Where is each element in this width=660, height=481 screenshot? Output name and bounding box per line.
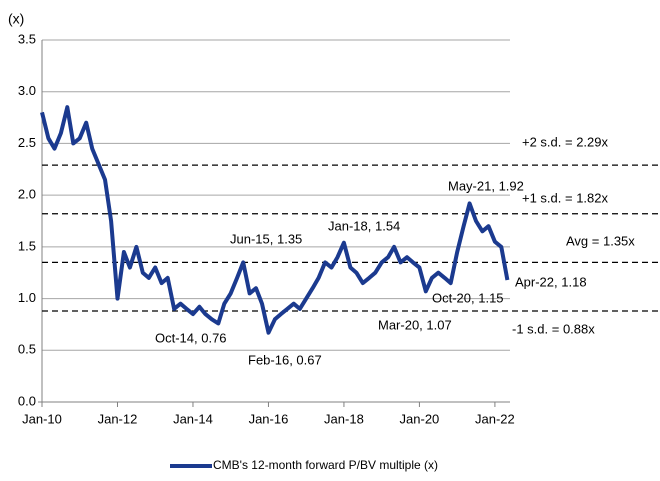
annotation: Feb-16, 0.67: [248, 352, 322, 367]
reference-label: Avg = 1.35x: [566, 233, 635, 248]
annotation: Jan-18, 1.54: [328, 218, 400, 233]
annotation: Jun-15, 1.35: [230, 231, 302, 246]
annotation: Apr-22, 1.18: [515, 274, 587, 289]
y-tick-label: 1.0: [18, 290, 36, 305]
y-tick-label: 1.5: [18, 238, 36, 253]
x-tick-label: Jan-10: [22, 411, 62, 426]
legend-label: CMB's 12-month forward P/BV multiple (x): [213, 458, 438, 472]
x-tick-label: Jan-14: [173, 411, 213, 426]
reference-label: -1 s.d. = 0.88x: [512, 321, 595, 336]
x-tick-label: Jan-12: [98, 411, 138, 426]
x-tick-label: Jan-18: [324, 411, 364, 426]
data-line: [40, 105, 510, 335]
y-tick-label: 2.5: [18, 135, 36, 150]
reference-label: +2 s.d. = 2.29x: [522, 134, 609, 149]
x-tick-label: Jan-16: [249, 411, 289, 426]
annotation: May-21, 1.92: [448, 178, 524, 193]
y-unit-label: (x): [8, 11, 24, 27]
x-tick-label: Jan-20: [400, 411, 440, 426]
annotation: Oct-14, 0.76: [155, 330, 227, 345]
x-tick-label: Jan-22: [475, 411, 515, 426]
reference-label: +1 s.d. = 1.82x: [522, 190, 609, 205]
y-tick-label: 3.5: [18, 31, 36, 46]
annotation: Oct-20, 1.15: [432, 290, 504, 305]
y-tick-label: 2.0: [18, 187, 36, 202]
y-tick-label: 0.5: [18, 342, 36, 357]
annotation: Mar-20, 1.07: [378, 317, 452, 332]
y-tick-label: 3.0: [18, 83, 36, 98]
y-tick-label: 0.0: [18, 393, 36, 408]
